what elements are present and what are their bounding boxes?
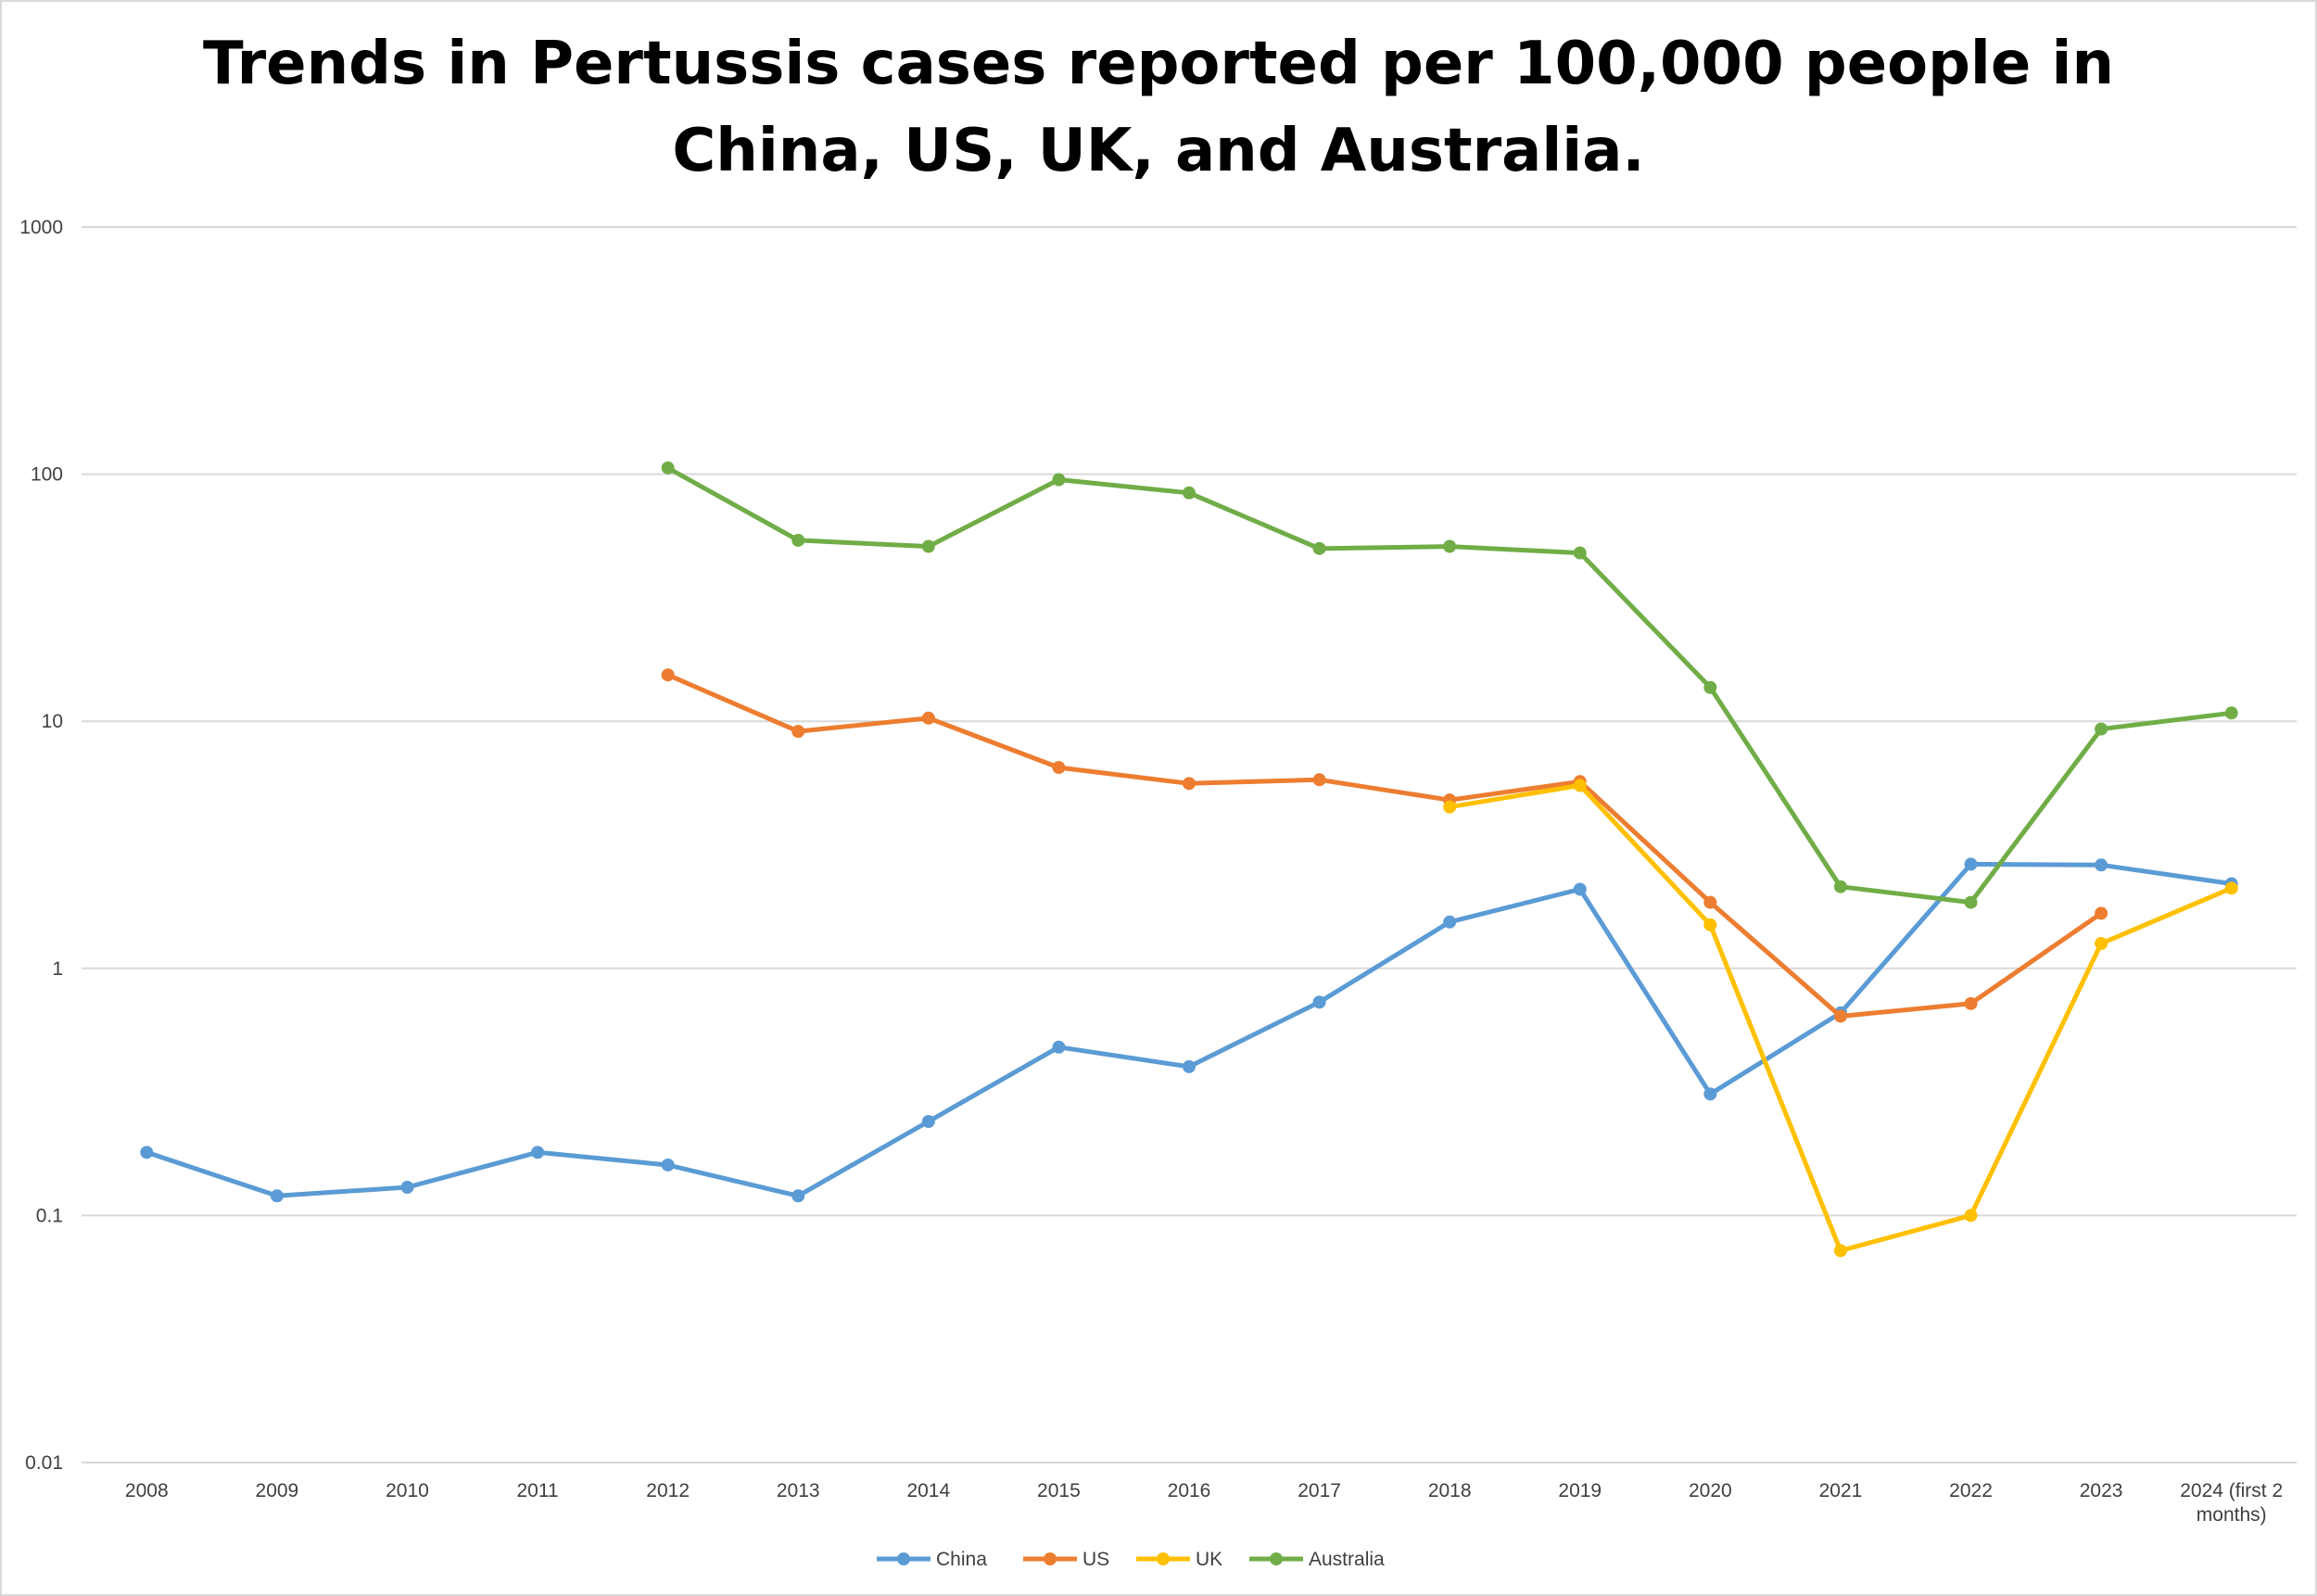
x-axis-ticks: 2008 2009 2010 2011 2012 2013 2014 2015 2016 2017… — [125, 1480, 2283, 1526]
x-tick-label: 2013 — [777, 1480, 820, 1501]
y-tick-label: 1 — [52, 958, 63, 980]
data-point-us — [921, 711, 935, 725]
data-point-australia — [1573, 546, 1587, 560]
data-point-australia — [1833, 880, 1847, 893]
data-point-australia — [1052, 473, 1066, 487]
legend-item-uk: UK — [1136, 1549, 1222, 1570]
data-point-australia — [1964, 895, 1978, 909]
x-tick-label: 2022 — [1949, 1480, 1993, 1501]
x-tick-label: 2021 — [1819, 1480, 1863, 1501]
data-point-us — [1964, 996, 1978, 1010]
data-point-uk — [1964, 1209, 1978, 1222]
legend-marker-china — [897, 1552, 910, 1565]
legend-marker-us — [1044, 1552, 1057, 1565]
legend-label-australia: Australia — [1309, 1549, 1385, 1570]
data-point-uk — [2224, 881, 2238, 895]
data-point-uk — [1833, 1244, 1847, 1258]
data-point-us — [1833, 1009, 1847, 1023]
data-point-china — [531, 1146, 545, 1159]
series-line-us — [665, 672, 2104, 1019]
y-tick-label: 10 — [42, 711, 63, 732]
y-axis-ticks: 0.01 0.1 1 10 100 1000 — [19, 217, 63, 1474]
x-tick-label: 2019 — [1558, 1480, 1602, 1501]
legend-marker-uk — [1157, 1552, 1170, 1565]
data-point-china — [1443, 915, 1457, 929]
data-point-china — [921, 1115, 935, 1129]
data-point-australia — [1312, 541, 1326, 555]
x-tick-label: 2017 — [1298, 1480, 1341, 1501]
x-tick-label: 2023 — [2080, 1480, 2123, 1501]
data-point-australia — [2095, 722, 2108, 736]
data-point-uk — [1443, 800, 1457, 814]
series-line-china — [144, 861, 2235, 1198]
x-tick-label: 2011 — [516, 1480, 558, 1501]
series-layer — [140, 461, 2238, 1258]
legend-item-china: China — [877, 1549, 987, 1570]
data-point-uk — [2095, 937, 2108, 951]
data-point-china — [1312, 995, 1326, 1009]
x-tick-label: months) — [2197, 1504, 2267, 1526]
y-tick-label: 0.01 — [25, 1452, 63, 1474]
chart-title-line-1: Trends in Pertussis cases reported per 1… — [202, 30, 2115, 98]
data-point-china — [2095, 858, 2108, 872]
data-point-australia — [791, 533, 805, 547]
data-point-china — [1573, 882, 1587, 896]
data-point-us — [661, 668, 675, 682]
y-tick-label: 1000 — [19, 217, 63, 238]
data-point-china — [140, 1146, 154, 1159]
series-uk — [1443, 779, 2238, 1258]
legend-label-uk: UK — [1196, 1549, 1222, 1570]
data-point-us — [1183, 777, 1196, 791]
x-tick-label: 2012 — [646, 1480, 690, 1501]
series-line-australia — [665, 465, 2235, 906]
x-tick-label: 2014 — [906, 1480, 950, 1501]
x-tick-label: 2010 — [386, 1480, 429, 1501]
legend-label-us: US — [1083, 1549, 1109, 1570]
x-tick-label: 2020 — [1689, 1480, 1732, 1501]
data-point-us — [791, 725, 805, 739]
data-point-china — [791, 1189, 805, 1203]
data-point-china — [661, 1158, 675, 1172]
data-point-china — [270, 1189, 284, 1203]
data-point-australia — [1183, 486, 1196, 500]
series-china — [140, 857, 2238, 1203]
series-australia — [661, 461, 2238, 909]
data-point-uk — [1573, 779, 1587, 792]
legend-label-china: China — [936, 1549, 987, 1570]
data-point-china — [1964, 857, 1978, 871]
data-point-australia — [2224, 706, 2238, 720]
legend: China US UK Australia — [877, 1549, 1385, 1570]
data-point-china — [1183, 1059, 1196, 1073]
chart-title-line-2: China, US, UK, and Australia. — [672, 117, 1645, 185]
gridlines — [82, 226, 2297, 1463]
data-point-us — [1703, 895, 1717, 909]
x-tick-label: 2016 — [1168, 1480, 1211, 1501]
legend-item-australia: Australia — [1249, 1549, 1385, 1570]
x-tick-label: 2009 — [256, 1480, 299, 1501]
data-point-china — [400, 1181, 414, 1195]
x-tick-label: 2024 (first 2 — [2180, 1480, 2283, 1501]
data-point-uk — [1703, 918, 1717, 931]
x-tick-label: 2018 — [1428, 1480, 1472, 1501]
legend-item-us: US — [1023, 1549, 1109, 1570]
data-point-us — [2095, 906, 2108, 920]
data-point-australia — [1703, 680, 1717, 694]
data-point-china — [1052, 1040, 1066, 1054]
data-point-australia — [661, 461, 675, 475]
chart-title: Trends in Pertussis cases reported per 1… — [0, 20, 2317, 195]
y-tick-label: 0.1 — [36, 1205, 63, 1226]
y-tick-label: 100 — [31, 464, 63, 486]
data-point-us — [1312, 773, 1326, 787]
data-point-australia — [921, 539, 935, 553]
x-tick-label: 2015 — [1037, 1480, 1081, 1501]
data-point-australia — [1443, 539, 1457, 553]
x-tick-label: 2008 — [125, 1480, 169, 1501]
data-point-us — [1052, 761, 1066, 775]
data-point-china — [1703, 1087, 1717, 1101]
legend-marker-australia — [1270, 1552, 1283, 1565]
